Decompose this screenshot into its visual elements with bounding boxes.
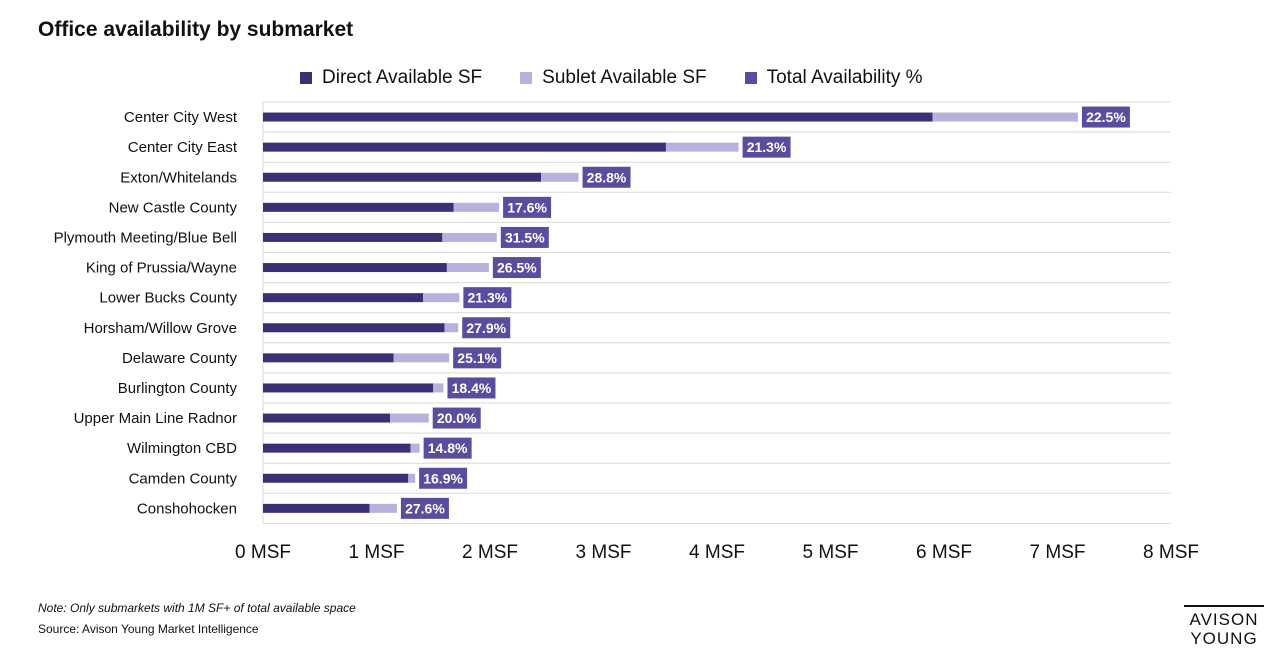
total-availability-label: 20.0% [437,410,477,426]
bar-direct [263,443,411,453]
x-tick-label: 8 MSF [1143,542,1199,563]
total-availability-label-box [492,257,541,279]
x-tick-label: 1 MSF [349,542,405,563]
bar-chart: Center City West 22.5% Center City East 21.… [54,101,1199,563]
legend-item-sublet: Sublet Available SF [520,67,707,89]
legend-item-total: Total Availability % [744,67,923,89]
total-availability-label-box [1081,106,1130,128]
legend-swatch-direct [300,72,312,84]
bar-sublet [390,413,429,423]
bar-sublet [541,172,579,182]
total-availability-label-box [447,377,496,399]
bar-sublet [393,353,450,363]
bar-sublet [665,142,739,152]
bar-direct [263,293,424,303]
category-label: Center City East [128,139,238,156]
legend-label-total: Total Availability % [766,67,923,88]
bar-sublet [369,503,397,513]
chart-title: Office availability by submarket [38,18,354,41]
category-label: Exton/Whitelands [120,169,237,186]
total-availability-label: 22.5% [1086,109,1126,125]
legend-item-direct: Direct Available SF [300,67,482,89]
total-availability-label-box [419,467,468,489]
bar-direct [263,142,666,152]
bar-direct [263,112,933,122]
bar-sublet [446,263,489,273]
category-label: Camden County [129,470,238,487]
bar-sublet [408,473,416,483]
total-availability-label: 28.8% [587,169,627,185]
legend: Direct Available SF Sublet Available SF … [300,66,961,90]
bar-direct [263,232,443,242]
x-tick-label: 0 MSF [235,542,291,563]
bar-direct [263,172,542,182]
bar-sublet [444,323,459,333]
total-availability-label-box [503,196,552,218]
total-availability-label-box [453,347,502,369]
bar-direct [263,202,454,212]
total-availability-label: 18.4% [452,380,492,396]
bar-direct [263,503,370,513]
category-label: Conshohocken [137,500,237,517]
category-label: King of Prussia/Wayne [86,260,237,277]
x-tick-label: 3 MSF [576,542,632,563]
total-availability-label: 21.3% [747,139,787,155]
bar-sublet [433,383,444,393]
category-label: Burlington County [118,380,238,397]
footnote: Note: Only submarkets with 1M SF+ of tot… [38,601,356,615]
legend-swatch-sublet [520,72,533,84]
total-availability-label-box [400,497,449,519]
category-label: Horsham/Willow Grove [84,320,237,337]
total-availability-label: 27.9% [466,320,506,336]
legend-swatch-total [744,72,757,84]
x-tick-label: 2 MSF [462,542,518,563]
category-label: Plymouth Meeting/Blue Bell [54,229,237,246]
source-line: Source: Avison Young Market Intelligence [38,622,259,636]
x-tick-label: 4 MSF [689,542,745,563]
total-availability-label-box [423,437,472,459]
total-availability-label: 16.9% [423,470,463,486]
total-availability-label: 14.8% [428,440,468,456]
bar-sublet [410,443,420,453]
bar-direct [263,353,394,363]
legend-label-direct: Direct Available SF [322,67,483,88]
bar-sublet [423,293,460,303]
total-availability-label: 25.1% [457,350,497,366]
total-availability-label-box [742,136,791,158]
category-label: Wilmington CBD [127,440,237,457]
category-label: Center City West [124,109,238,126]
total-availability-label-box [462,317,511,339]
total-availability-label: 27.6% [405,500,445,516]
legend-label-sublet: Sublet Available SF [542,67,707,88]
category-label: Delaware County [122,350,238,367]
total-availability-label: 26.5% [497,260,537,276]
x-tick-label: 5 MSF [803,542,859,563]
total-availability-label: 31.5% [505,229,545,245]
bar-sublet [442,232,497,242]
bar-direct [263,323,445,333]
logo-line-1: AVISON [1189,610,1259,629]
bar-sublet [932,112,1078,122]
x-tick-label: 6 MSF [916,542,972,563]
total-availability-label: 21.3% [468,290,508,306]
bar-direct [263,413,391,423]
logo-line-2: YOUNG [1190,629,1258,648]
x-tick-label: 7 MSF [1030,542,1086,563]
bar-direct [263,263,447,273]
avison-young-logo: AVISON YOUNG [1184,605,1264,648]
total-availability-label: 17.6% [507,199,547,215]
total-availability-label-box [432,407,481,429]
total-availability-label-box [463,287,512,309]
bar-direct [263,383,434,393]
bar-sublet [453,202,500,212]
category-label: Lower Bucks County [99,290,237,307]
total-availability-label-box [500,226,549,248]
total-availability-label-box [582,166,631,188]
category-label: New Castle County [109,199,238,216]
bar-direct [263,473,409,483]
category-label: Upper Main Line Radnor [74,410,237,427]
